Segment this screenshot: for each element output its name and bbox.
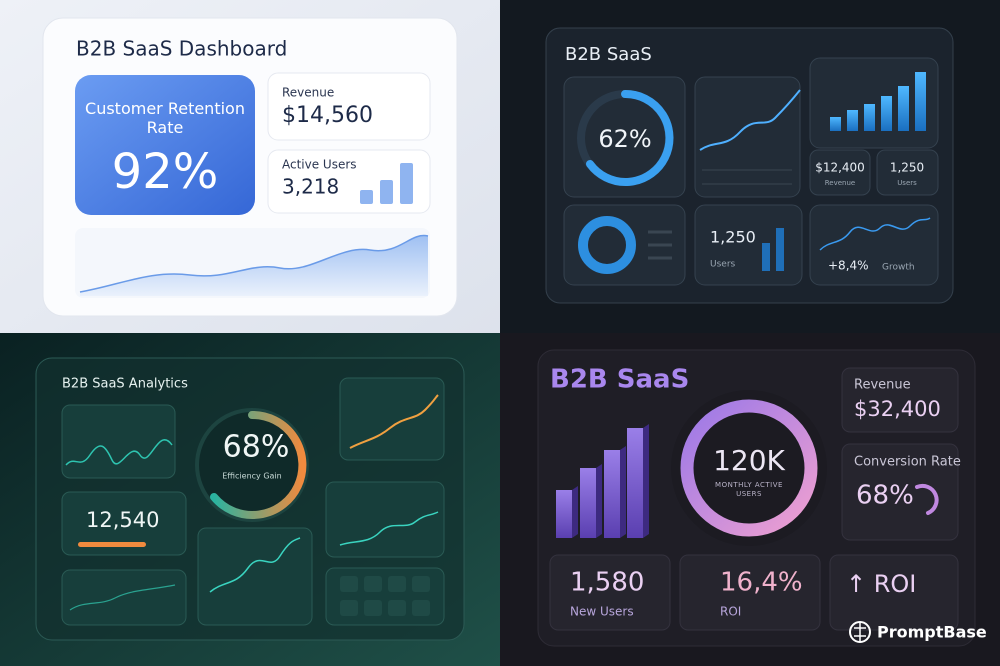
legend-rules <box>648 230 672 260</box>
roi-value: 16,4% <box>720 568 803 598</box>
revenue-label: Revenue <box>825 179 856 187</box>
area-line <box>79 234 429 293</box>
roi-arrow: ↑ ROI <box>846 570 916 598</box>
retention-value: 92% <box>112 144 219 200</box>
panel3-title: B2B SaaS Analytics <box>62 377 188 392</box>
square-grid <box>340 576 430 616</box>
donut-small <box>578 216 636 274</box>
revenue-value: $14,560 <box>282 103 373 128</box>
bar-chart-3d <box>556 424 649 538</box>
users2-value: 1,250 <box>710 228 756 247</box>
new-users-label: New Users <box>570 605 634 619</box>
donut-shadow <box>671 390 827 546</box>
retention-label: Customer Retention Rate <box>85 99 245 137</box>
panel2-title: B2B SaaS <box>565 44 652 65</box>
new-users-value: 1,580 <box>570 568 644 598</box>
revenue-label: Revenue <box>282 86 334 100</box>
users-mini-bars <box>762 228 784 271</box>
users-bars <box>360 163 413 204</box>
revenue-value: $32,400 <box>854 397 941 421</box>
roi-label: ROI <box>720 605 741 619</box>
donut-ring <box>680 399 818 537</box>
sparkline-2 <box>69 584 176 611</box>
revenue-value: $12,400 <box>815 161 865 175</box>
donut-arc <box>210 410 307 519</box>
watermark-logo <box>849 621 871 643</box>
growth-value: +8,4% <box>828 259 869 273</box>
line-chart-2 <box>339 511 439 546</box>
panel1-title: B2B SaaS Dashboard <box>76 37 287 61</box>
line-chart <box>209 537 301 593</box>
donut-label: MONTHLY ACTIVE USERS <box>715 481 783 498</box>
metric-value: 12,540 <box>86 508 159 532</box>
area-chart <box>80 235 428 296</box>
progress-bar <box>78 542 146 547</box>
donut-label: Efficiency Gain <box>222 472 281 481</box>
users-label: Users <box>897 179 917 187</box>
users-label: Active Users <box>282 158 357 172</box>
bar-chart <box>830 72 926 131</box>
conversion-label: Conversion Rate <box>854 455 961 470</box>
panel3-tiles <box>61 377 445 626</box>
donut-value: 62% <box>598 125 651 153</box>
growth-line <box>819 217 931 251</box>
panel4-title: B2B SaaS <box>550 365 689 395</box>
conversion-arc <box>915 483 939 515</box>
orange-line <box>349 394 439 449</box>
watermark: PromptBase <box>877 623 987 642</box>
retention-card <box>75 75 255 215</box>
donut-value: 120K <box>713 444 785 477</box>
sparkline <box>65 439 173 466</box>
line-chart <box>699 89 801 151</box>
growth-label: Growth <box>882 263 915 273</box>
users-value: 1,250 <box>890 161 924 175</box>
users2-label: Users <box>710 260 736 270</box>
revenue-label: Revenue <box>854 378 911 393</box>
users-value: 3,218 <box>282 175 339 199</box>
donut-value: 68% <box>223 430 290 465</box>
revenue-card <box>267 72 431 141</box>
line-card-rules <box>702 169 792 185</box>
donut-bg <box>195 408 309 522</box>
panel4-tiles <box>549 367 959 631</box>
donut-arc <box>586 89 674 186</box>
conversion-value: 68% <box>856 481 914 511</box>
